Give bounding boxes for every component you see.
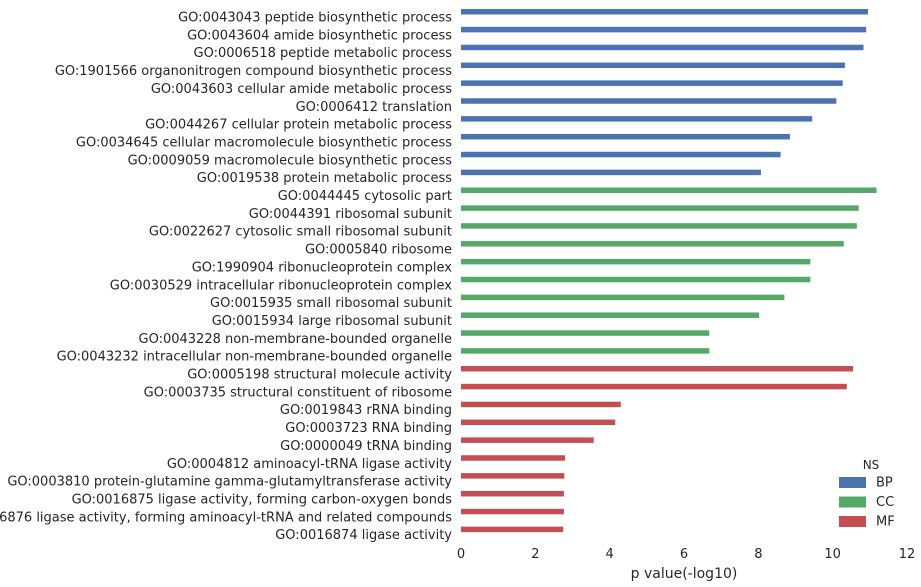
- bar-bp: [461, 80, 843, 86]
- bar-bp: [461, 151, 781, 158]
- x-axis-label: p value(-log10): [631, 566, 738, 582]
- bar-mf: [461, 401, 621, 408]
- x-tick-label: 4: [606, 547, 614, 562]
- bar-cc: [461, 294, 785, 301]
- bar-mf: [461, 383, 847, 390]
- category-label: GO:0043228 non-membrane-bounded organell…: [139, 332, 453, 347]
- category-label: GO:0000049 tRNA binding: [280, 439, 452, 454]
- category-label: GO:0006412 translation: [296, 100, 452, 115]
- legend-swatch-bp: [839, 477, 866, 488]
- category-label: GO:0003810 protein-glutamine gamma-gluta…: [7, 475, 452, 490]
- category-label: GO:0044445 cytosolic part: [278, 189, 452, 204]
- bar-mf: [461, 526, 564, 533]
- category-label: GO:0030529 intracellular ribonucleoprote…: [110, 278, 453, 293]
- category-label: GO:0016875 ligase activity, forming carb…: [72, 492, 453, 507]
- bar-cc: [461, 312, 760, 318]
- bar-mf: [461, 455, 566, 461]
- bar-cc: [461, 330, 710, 336]
- bar-mf: [461, 419, 616, 426]
- bar-bp: [461, 9, 868, 15]
- category-label: GO:0019538 protein metabolic process: [197, 171, 452, 186]
- category-label: GO:1901566 organonitrogen compound biosy…: [55, 64, 452, 79]
- category-label: GO:0005840 ribosome: [305, 243, 452, 258]
- category-label: GO:0009059 macromolecule biosynthetic pr…: [128, 153, 453, 168]
- bar-mf: [461, 437, 594, 443]
- category-label: GO:1990904 ribonucleoprotein complex: [192, 260, 453, 275]
- bar-cc: [461, 187, 877, 193]
- legend-title: NS: [863, 458, 880, 472]
- category-label: GO:0004812 aminoacyl-tRNA ligase activit…: [167, 457, 452, 472]
- category-label: GO:0006518 peptide metabolic process: [194, 46, 453, 61]
- x-axis-ticks: 0 2 4 6 8 10 12: [457, 547, 915, 562]
- category-label: GO:0043604 amide biosynthetic process: [187, 28, 452, 43]
- category-labels: GO:0043043 peptide biosynthetic process G…: [0, 11, 452, 544]
- bar-bp: [461, 133, 790, 140]
- legend-swatch-mf: [839, 516, 866, 527]
- category-label: GO:0015935 small ribosomal subunit: [210, 296, 452, 311]
- legend-label-cc: CC: [876, 495, 894, 510]
- bar-bp: [461, 169, 761, 176]
- bar-cc: [461, 223, 857, 229]
- legend-label-bp: BP: [876, 476, 893, 491]
- bar-bp: [461, 26, 867, 33]
- bar-bp: [461, 62, 845, 69]
- category-label: GO:0005198 structural molecule activity: [187, 368, 452, 383]
- category-label: GO:0019843 rRNA binding: [280, 403, 452, 418]
- category-label: GO:0015934 large ribosomal subunit: [212, 314, 452, 329]
- category-label: GO:0044267 cellular protein metabolic pr…: [145, 118, 452, 133]
- bar-bp: [461, 98, 837, 104]
- category-label: GO:0044391 ribosomal subunit: [249, 207, 452, 222]
- x-tick-label: 8: [754, 547, 762, 562]
- bar-bp: [461, 116, 813, 122]
- bar-cc: [461, 348, 710, 354]
- category-label: GO:0034645 cellular macromolecule biosyn…: [76, 135, 452, 150]
- bar-cc: [461, 205, 859, 211]
- category-label: GO:0043232 intracellular non-membrane-bo…: [57, 350, 452, 365]
- bar-mf: [461, 473, 565, 479]
- category-label: GO:0043603 cellular amide metabolic proc…: [151, 82, 452, 97]
- x-tick-label: 12: [899, 547, 916, 562]
- bar-mf: [461, 490, 564, 497]
- bar-mf: [461, 508, 564, 515]
- legend-swatch-cc: [839, 496, 866, 508]
- x-tick-label: 0: [457, 547, 465, 562]
- category-label: GO:0043043 peptide biosynthetic process: [178, 11, 452, 26]
- category-label: GO:0022627 cytosolic small ribosomal sub…: [149, 225, 452, 240]
- bar-cc: [461, 258, 811, 265]
- category-label: GO:0003723 RNA binding: [285, 421, 452, 436]
- legend: NS BP CC MF: [839, 458, 895, 530]
- x-tick-label: 6: [680, 547, 688, 562]
- legend-label-mf: MF: [876, 515, 895, 530]
- category-label: GO:0003735 structural constituent of rib…: [144, 385, 452, 400]
- bar-cc: [461, 276, 811, 283]
- x-tick-label: 10: [824, 547, 841, 562]
- bar-cc: [461, 241, 844, 247]
- category-label: GO:0016876 ligase activity, forming amin…: [0, 510, 452, 525]
- bar-mf: [461, 366, 854, 372]
- bars: [461, 9, 877, 533]
- x-tick-label: 2: [531, 547, 539, 562]
- bar-bp: [461, 44, 864, 51]
- category-label: GO:0016874 ligase activity: [275, 528, 452, 543]
